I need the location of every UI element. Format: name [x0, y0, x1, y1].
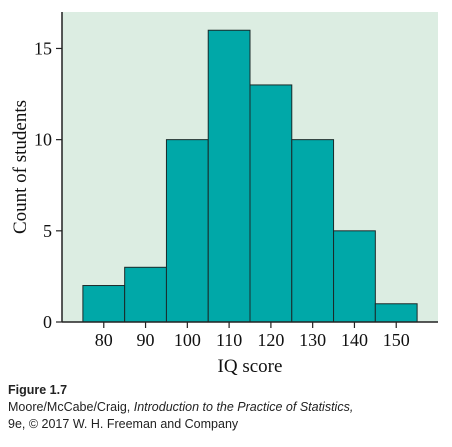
- x-tick-label-120: 120: [257, 330, 284, 350]
- x-axis-ticks: 80 90 100 110 120 130 140 150: [95, 322, 410, 350]
- x-tick-label-80: 80: [95, 330, 113, 350]
- histogram-bars: [82, 29, 418, 323]
- figure-caption: Figure 1.7 Moore/McCabe/Craig, Introduct…: [8, 382, 448, 433]
- x-tick-label-130: 130: [299, 330, 326, 350]
- x-tick-label-110: 110: [216, 330, 242, 350]
- histogram-bar-135-145: [333, 230, 376, 323]
- y-axis-ticks: 0 5 10 15: [34, 38, 62, 332]
- axes: [61, 12, 438, 323]
- y-tick-label-10: 10: [34, 130, 52, 150]
- y-tick-label-0: 0: [43, 312, 52, 332]
- histogram-bar-105-115: [207, 29, 251, 323]
- citation-line-1: Moore/McCabe/Craig, Introduction to the …: [8, 399, 448, 416]
- histogram-bar-75-85: [82, 285, 126, 323]
- figure-label: Figure 1.7: [8, 383, 68, 397]
- book-title: Introduction to the Practice of Statisti…: [133, 400, 354, 414]
- histogram-bar-95-105: [165, 139, 209, 323]
- histogram-bar-85-95: [124, 266, 167, 323]
- x-tick-label-150: 150: [383, 330, 410, 350]
- y-tick-label-15: 15: [34, 38, 52, 58]
- citation-authors: Moore/McCabe/Craig,: [8, 400, 134, 414]
- histogram-bar-125-135: [291, 139, 335, 323]
- x-tick-label-140: 140: [341, 330, 368, 350]
- x-axis-title: IQ score: [218, 356, 283, 377]
- x-tick-label-90: 90: [137, 330, 155, 350]
- histogram-bar-145-155: [374, 303, 418, 323]
- citation-line-2: 9e, © 2017 W. H. Freeman and Company: [8, 417, 239, 431]
- y-tick-label-5: 5: [43, 221, 52, 241]
- y-axis-title: Count of students: [10, 100, 31, 234]
- histogram-chart: 0 5 10 15 80 90 100 110 120 130 140 150 IQ score C…: [10, 12, 438, 377]
- histogram-bar-115-125: [249, 84, 293, 323]
- x-tick-label-100: 100: [174, 330, 201, 350]
